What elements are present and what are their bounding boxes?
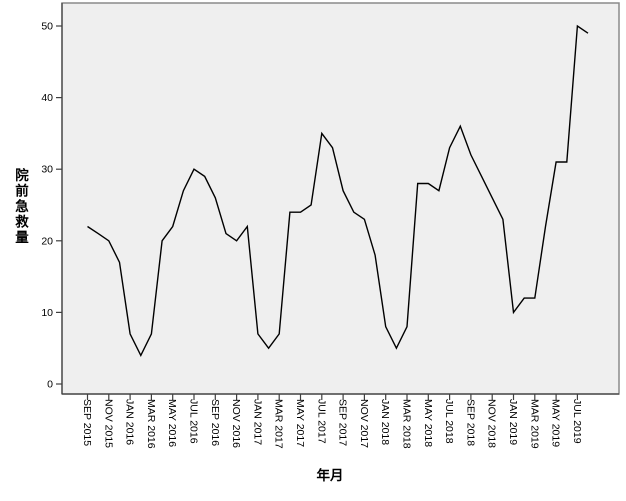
y-tick-label: 0 <box>47 379 53 391</box>
y-axis-ticks: 0 10 20 30 40 50 <box>41 21 62 391</box>
x-tick-label: JUL 2016 <box>188 399 200 444</box>
x-tick-label: MAR 2018 <box>401 399 413 449</box>
x-tick-label: NOV 2016 <box>230 399 242 448</box>
y-tick-label: 20 <box>41 235 53 247</box>
x-tick-label: JAN 2016 <box>124 399 136 445</box>
x-tick-label: MAY 2016 <box>166 399 178 447</box>
x-axis-ticks: SEP 2015 NOV 2015 JAN 2016 MAR 2016 MAY 2016… <box>81 394 583 449</box>
x-tick-label: SEP 2017 <box>337 399 349 446</box>
x-tick-label: JUL 2018 <box>443 399 455 444</box>
x-axis-title: 年月 <box>316 468 344 484</box>
y-tick-label: 50 <box>41 21 53 33</box>
x-tick-label: MAY 2019 <box>550 399 562 447</box>
y-tick-label: 40 <box>41 92 53 104</box>
x-tick-label: MAY 2017 <box>294 399 306 447</box>
x-tick-label: JAN 2017 <box>251 399 263 445</box>
y-tick-label: 10 <box>41 307 53 319</box>
x-tick-label: NOV 2015 <box>102 399 114 448</box>
x-tick-label: JUL 2019 <box>571 399 583 444</box>
x-tick-label: NOV 2018 <box>486 399 498 448</box>
y-tick-label: 30 <box>41 164 53 176</box>
x-tick-label: SEP 2015 <box>81 399 93 446</box>
x-tick-label: MAR 2019 <box>528 399 540 449</box>
x-tick-label: MAR 2017 <box>273 399 285 449</box>
x-tick-label: MAY 2018 <box>422 399 434 447</box>
x-tick-label: JAN 2019 <box>507 399 519 445</box>
plot-area <box>61 2 620 395</box>
x-tick-label: SEP 2016 <box>209 399 221 446</box>
x-tick-label: MAR 2016 <box>145 399 157 449</box>
y-axis-title: 院前急救量 <box>12 168 28 246</box>
x-tick-label: SEP 2018 <box>464 399 476 446</box>
x-tick-label: JUL 2017 <box>315 399 327 444</box>
x-tick-label: NOV 2017 <box>358 399 370 448</box>
x-tick-label: JAN 2018 <box>379 399 391 445</box>
data-line-series <box>87 24 589 357</box>
